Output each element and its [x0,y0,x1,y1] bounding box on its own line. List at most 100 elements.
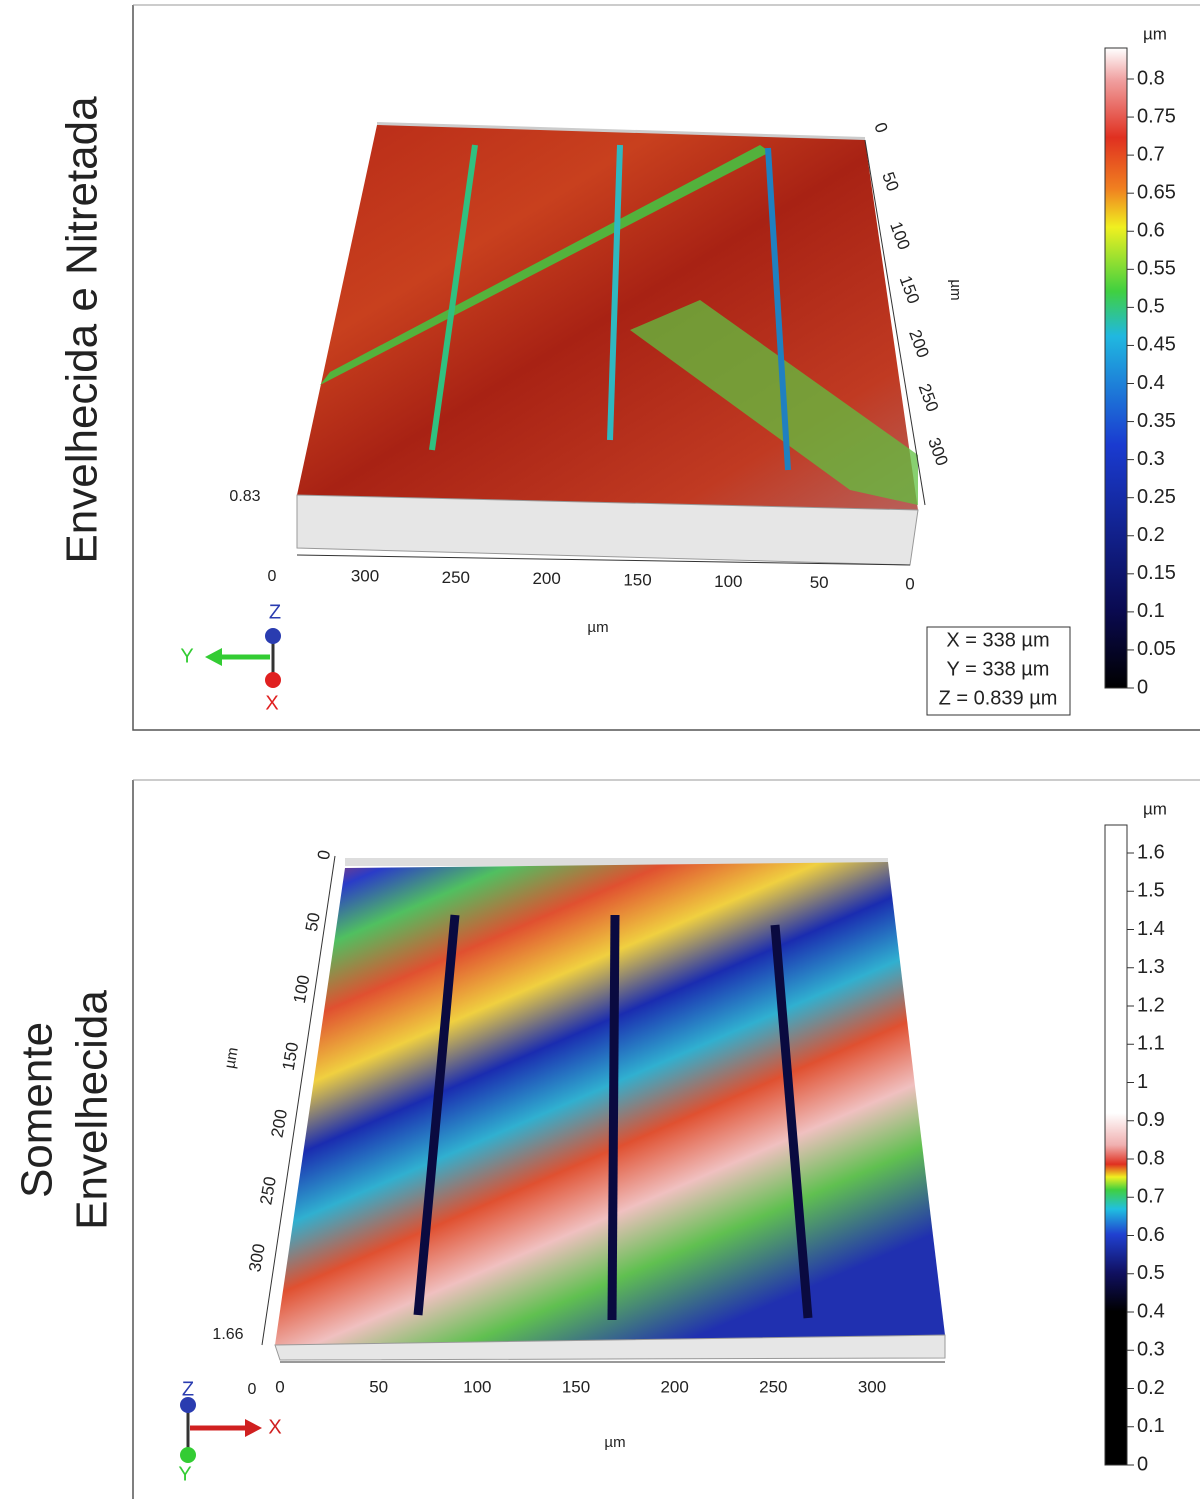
triad-label: Y [178,1463,191,1485]
x-tick-label: 250 [759,1377,787,1396]
axis-line [261,855,336,1346]
origin-label: 0 [268,568,277,585]
y-tick-label: 50 [878,170,902,194]
colorbar-tick-label: 0.05 [1137,638,1176,660]
x-tick-label: 0 [275,1377,284,1396]
scratch [765,147,791,471]
y-tick-label: 50 [302,911,324,933]
y-tick-label: 0 [870,120,891,135]
x-tick-label: 50 [810,573,829,592]
x-tick-label: 100 [463,1377,491,1396]
y-tick-label: 200 [905,327,933,360]
panel-title: Envelhecida [68,990,117,1230]
x-axis-unit: µm [587,619,608,636]
triad-label: X [265,692,278,714]
x-tick-label: 300 [351,566,379,585]
colorbar-tick-label: 0.6 [1137,1224,1165,1246]
colorbar-unit: µm [1143,799,1167,818]
scratch-band [320,145,770,385]
colorbar-tick-label: 1.1 [1137,1033,1165,1055]
x-tick-label: 200 [660,1377,688,1396]
x-tick-label: 100 [714,572,742,591]
x-tick-label: 250 [442,568,470,587]
y-tick-label: 200 [268,1108,292,1139]
colorbar-tick-label: 0.9 [1137,1109,1165,1131]
colorbar-tick-label: 1.3 [1137,956,1165,978]
panel-title: Envelhecida e Nitretada [58,96,107,564]
x-axis-unit: µm [604,1434,625,1451]
y-tick-label: 300 [924,435,952,468]
panel-title: Somente [13,1022,62,1198]
colorbar-tick-label: 0.5 [1137,296,1165,318]
axis-line [296,554,911,566]
colorbar-tick-label: 0.7 [1137,1186,1165,1208]
scratch [429,144,478,451]
colorbar-tick-label: 0.1 [1137,1415,1165,1437]
colorbar-tick-label: 0 [1137,676,1148,698]
colorbar-tick-label: 0.3 [1137,1339,1165,1361]
colorbar-tick-label: 0.65 [1137,181,1176,203]
info-text: X = 338 µm [946,629,1049,651]
info-text: Z = 0.839 µm [939,687,1058,709]
triad-label: Z [269,601,281,623]
colorbar-tick-label: 0.4 [1137,372,1165,394]
colorbar-tick-label: 0.8 [1137,1147,1165,1169]
scratch [770,924,813,1319]
x-tick-label: 150 [562,1377,590,1396]
x-tick-label: 150 [623,570,651,589]
colorbar-tick-label: 1.4 [1137,918,1165,940]
y-tick-label: 250 [256,1175,280,1206]
x-tick-label: 0 [905,574,914,593]
x-tick-label: 300 [858,1377,886,1396]
colorbar-tick-label: 0.35 [1137,410,1176,432]
colorbar-tick-label: 1 [1137,1071,1148,1093]
colorbar-tick-label: 0.8 [1137,67,1165,89]
scratch [413,914,460,1316]
colorbar-unit: µm [1143,24,1167,43]
y-tick-label: 150 [279,1041,303,1072]
colorbar [1104,824,1128,1466]
y-axis-unit: µm [947,279,964,300]
y-tick-label: 100 [290,974,314,1005]
colorbar-tick-label: 1.2 [1137,994,1165,1016]
colorbar-tick-label: 0.25 [1137,486,1176,508]
triad-label: X [268,1416,281,1438]
colorbar-tick-label: 0.15 [1137,562,1176,584]
scratch [607,914,620,1321]
axis-line [864,139,926,506]
scratch [607,144,623,441]
colorbar-tick-label: 0.7 [1137,143,1165,165]
colorbar-tick-label: 0.4 [1137,1300,1165,1322]
colorbar-tick-label: 0.75 [1137,105,1176,127]
panel-frame [132,5,1200,731]
triad-label: Z [182,1378,194,1400]
worn-band [630,300,918,505]
y-axis-unit: µm [221,1046,241,1070]
x-tick-label: 200 [532,569,560,588]
y-tick-label: 100 [886,219,914,252]
y-tick-label: 0 [314,849,334,862]
triad-label: Y [180,645,193,667]
origin-label: 0 [248,1381,257,1398]
colorbar-tick-label: 0.3 [1137,448,1165,470]
colorbar-tick-label: 0.45 [1137,334,1176,356]
colorbar-tick-label: 1.6 [1137,841,1165,863]
height-label: 0.83 [229,488,260,505]
colorbar [1104,47,1128,689]
colorbar-tick-label: 0 [1137,1453,1148,1475]
y-tick-label: 250 [915,381,943,414]
colorbar-tick-label: 0.2 [1137,524,1165,546]
y-tick-label: 300 [245,1242,269,1273]
info-box [926,626,1071,716]
height-label: 1.66 [212,1326,243,1343]
colorbar-tick-label: 0.55 [1137,258,1176,280]
colorbar-tick-label: 0.6 [1137,220,1165,242]
info-text: Y = 338 µm [947,658,1050,680]
y-tick-label: 150 [896,273,924,306]
axis-triad [180,628,281,1463]
colorbar-tick-label: 1.5 [1137,880,1165,902]
colorbar-tick-label: 0.5 [1137,1262,1165,1284]
colorbar-tick-label: 0.2 [1137,1377,1165,1399]
